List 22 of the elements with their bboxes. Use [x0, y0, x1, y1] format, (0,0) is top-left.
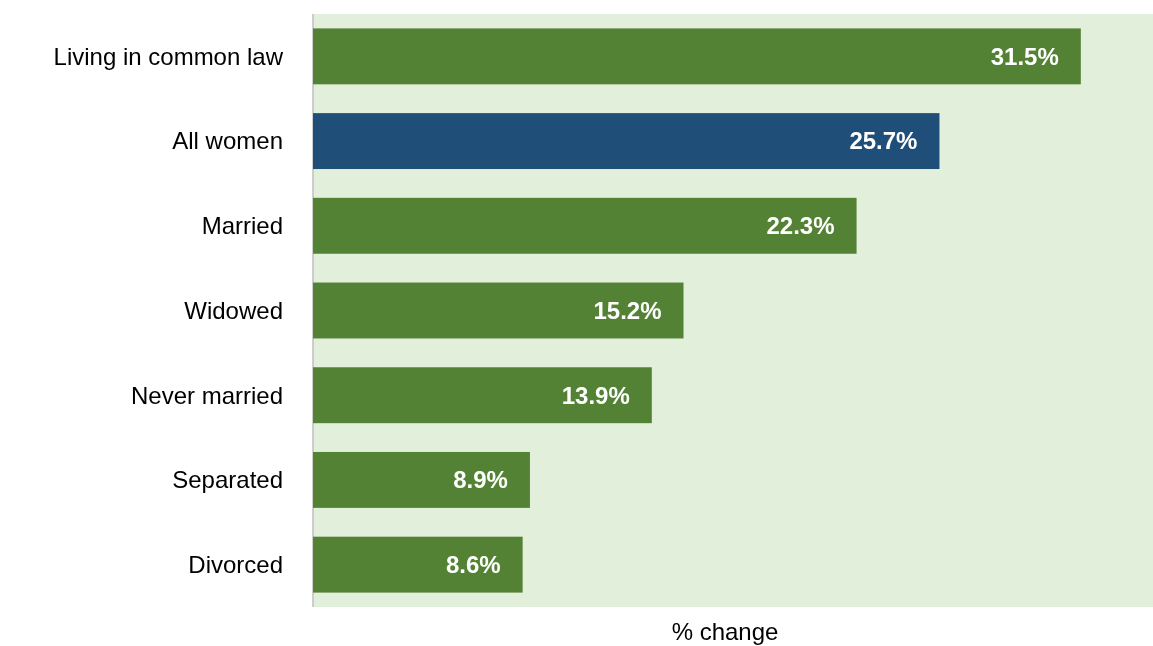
x-axis-title: % change [671, 618, 779, 645]
data-label: 25.7% [849, 127, 918, 155]
bar [313, 536, 523, 593]
y-tick-label: Separated [172, 466, 283, 494]
data-label: 15.2% [593, 296, 662, 324]
data-label: 31.5% [990, 42, 1059, 70]
bar [313, 282, 684, 339]
data-label: 13.9% [561, 381, 630, 409]
bar [313, 197, 857, 254]
bar [313, 367, 652, 424]
bar [313, 451, 530, 508]
y-tick-label: Living in common law [53, 42, 284, 70]
data-label: 22.3% [766, 212, 835, 240]
y-tick-label: Never married [130, 381, 283, 409]
data-label: 8.6% [445, 551, 501, 579]
y-tick-label: Married [201, 212, 283, 240]
y-tick-label: All women [172, 127, 283, 155]
bar [313, 113, 940, 170]
bar [313, 28, 1081, 85]
data-label: 8.9% [453, 466, 508, 494]
y-tick-label: Widowed [184, 296, 283, 324]
y-tick-label: Divorced [188, 551, 283, 579]
